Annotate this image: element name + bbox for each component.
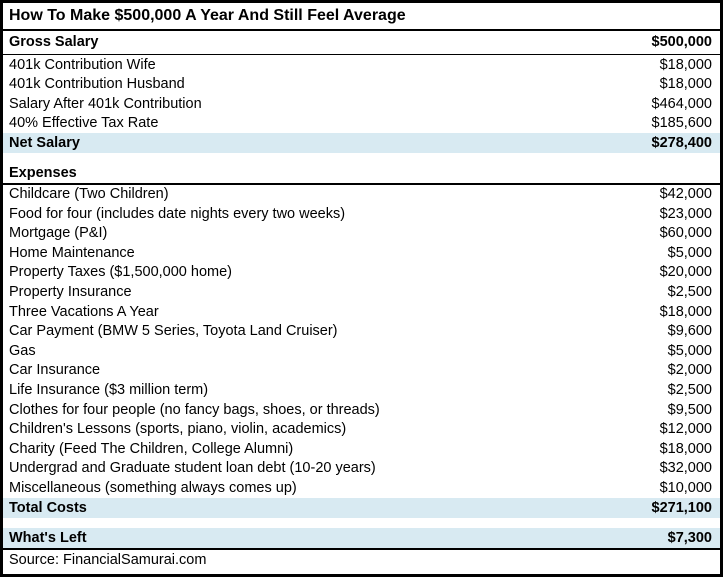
table-body: Gross Salary $500,000 401k Contribution Wi… (3, 31, 720, 574)
table-row: Mortgage (P&I) $60,000 (3, 224, 720, 244)
row-label: Food for four (includes date nights ever… (9, 205, 346, 222)
table-row: Children's Lessons (sports, piano, violi… (3, 420, 720, 440)
table-row: Home Maintenance $5,000 (3, 243, 720, 263)
row-label: Car Insurance (9, 362, 101, 379)
table-row: Gross Salary $500,000 (3, 31, 720, 54)
row-label: Undergrad and Graduate student loan debt… (9, 460, 376, 477)
row-value: $185,600 (651, 115, 712, 132)
row-label: What's Left (9, 529, 87, 546)
table-row: Property Taxes ($1,500,000 home) $20,000 (3, 263, 720, 283)
row-value: $23,000 (659, 205, 712, 222)
row-value: $7,300 (667, 529, 712, 546)
row-label: Property Insurance (9, 284, 132, 301)
row-label: Children's Lessons (sports, piano, violi… (9, 421, 347, 438)
table-row: 401k Contribution Wife $18,000 (3, 55, 720, 75)
row-label: Car Payment (BMW 5 Series, Toyota Land C… (9, 323, 338, 340)
row-value: $2,000 (667, 362, 712, 379)
row-value: $2,500 (667, 284, 712, 301)
table-row: Gas $5,000 (3, 341, 720, 361)
table-row: Charity (Feed The Children, College Alum… (3, 439, 720, 459)
table-title: How To Make $500,000 A Year And Still Fe… (3, 3, 720, 31)
spacer-row (3, 153, 720, 164)
row-label: Salary After 401k Contribution (9, 95, 202, 112)
row-value: $42,000 (659, 186, 712, 203)
row-label: 401k Contribution Husband (9, 76, 185, 93)
row-value: $18,000 (659, 303, 712, 320)
row-label: 40% Effective Tax Rate (9, 115, 159, 132)
row-label: Expenses (9, 165, 77, 182)
row-label: Three Vacations A Year (9, 303, 159, 320)
row-value: $5,000 (667, 244, 712, 261)
table-row: Salary After 401k Contribution $464,000 (3, 94, 720, 114)
table-row: Net Salary $278,400 (3, 133, 720, 153)
row-label: Net Salary (9, 134, 80, 151)
row-label: Miscellaneous (something always comes up… (9, 480, 297, 497)
row-label: Clothes for four people (no fancy bags, … (9, 401, 380, 418)
table-row: Life Insurance ($3 million term) $2,500 (3, 381, 720, 401)
row-label: Source: FinancialSamurai.com (9, 551, 207, 568)
table-row: Undergrad and Graduate student loan debt… (3, 459, 720, 479)
table-row: What's Left $7,300 (3, 528, 720, 548)
table-row: Car Payment (BMW 5 Series, Toyota Land C… (3, 322, 720, 342)
row-label: Mortgage (P&I) (9, 225, 108, 242)
table-row: Childcare (Two Children) $42,000 (3, 185, 720, 205)
section-divider (3, 183, 720, 185)
row-value: $10,000 (659, 480, 712, 497)
row-label: Gross Salary (9, 34, 99, 50)
row-value: $20,000 (659, 264, 712, 281)
row-label: Property Taxes ($1,500,000 home) (9, 264, 233, 281)
table-row: Total Costs $271,100 (3, 498, 720, 518)
row-value: $2,500 (667, 382, 712, 399)
row-label: Life Insurance ($3 million term) (9, 382, 209, 399)
row-value: $464,000 (651, 95, 712, 112)
row-label: Charity (Feed The Children, College Alum… (9, 440, 294, 457)
table-row: Clothes for four people (no fancy bags, … (3, 400, 720, 420)
row-value: $9,500 (667, 401, 712, 418)
table-row: Property Insurance $2,500 (3, 283, 720, 303)
row-value: $5,000 (667, 342, 712, 359)
row-value: $500,000 (651, 34, 712, 50)
table-row: Food for four (includes date nights ever… (3, 204, 720, 224)
row-value: $32,000 (659, 460, 712, 477)
row-value: $18,000 (659, 76, 712, 93)
table-row: Three Vacations A Year $18,000 (3, 302, 720, 322)
row-value: $278,400 (651, 134, 712, 151)
row-value: $60,000 (659, 225, 712, 242)
table-row: Car Insurance $2,000 (3, 361, 720, 381)
table-row: Source: FinancialSamurai.com (3, 550, 720, 571)
table-row: 401k Contribution Husband $18,000 (3, 75, 720, 95)
row-value: $271,100 (651, 499, 712, 516)
row-value: $12,000 (659, 421, 712, 438)
row-label: Total Costs (9, 499, 87, 516)
row-label: Gas (9, 342, 36, 359)
row-value: $9,600 (667, 323, 712, 340)
row-label: Childcare (Two Children) (9, 186, 169, 203)
section-divider (3, 53, 720, 55)
table-row: Expenses (3, 163, 720, 183)
row-value: $18,000 (659, 56, 712, 73)
table-row: Miscellaneous (something always comes up… (3, 478, 720, 498)
spacer-row (3, 518, 720, 529)
section-divider (3, 547, 720, 550)
row-value: $18,000 (659, 440, 712, 457)
table-row: 40% Effective Tax Rate $185,600 (3, 114, 720, 134)
row-label: Home Maintenance (9, 244, 135, 261)
row-label: 401k Contribution Wife (9, 56, 156, 73)
